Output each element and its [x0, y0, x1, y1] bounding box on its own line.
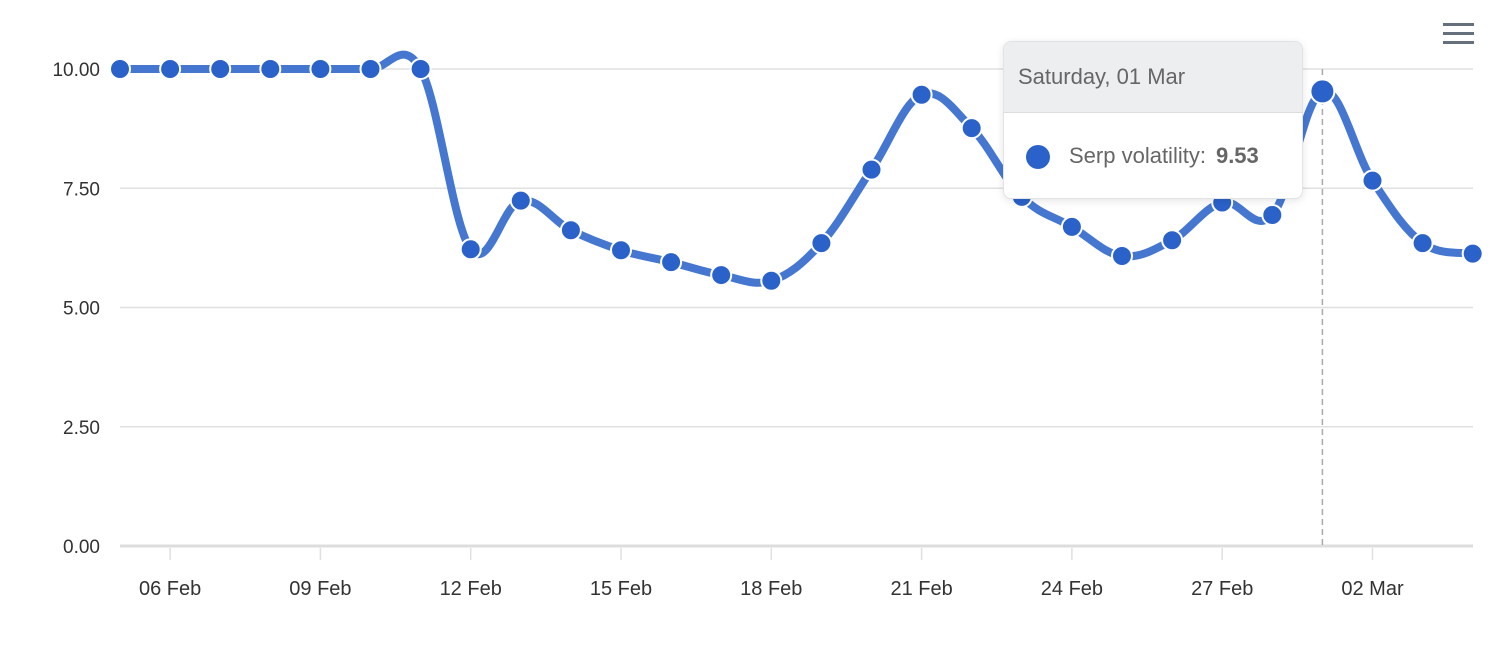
- data-point[interactable]: [1060, 215, 1083, 238]
- data-point[interactable]: [710, 264, 733, 287]
- tooltip-series-label: Serp volatility:: [1069, 143, 1206, 168]
- tooltip-series: Serp volatility: 9.53: [1069, 143, 1259, 169]
- data-point[interactable]: [259, 58, 282, 80]
- data-point[interactable]: [610, 239, 632, 262]
- tooltip: Saturday, 01 Mar Serp volatility: 9.53: [1003, 41, 1303, 199]
- tooltip-value: 9.53: [1215, 143, 1259, 168]
- data-point[interactable]: [1461, 242, 1484, 265]
- y-tick-label: 2.50: [63, 418, 100, 439]
- x-tick-label: 15 Feb: [590, 578, 652, 600]
- x-tick-label: 09 Feb: [289, 578, 351, 600]
- y-tick-label: 0.00: [63, 537, 100, 558]
- x-tick-label: 18 Feb: [740, 578, 802, 600]
- data-point[interactable]: [459, 238, 482, 261]
- data-point[interactable]: [760, 269, 783, 292]
- data-point[interactable]: [660, 251, 683, 274]
- data-point[interactable]: [559, 219, 582, 242]
- x-axis: 06 Feb 09 Feb 12 Feb 15 Feb 18 Feb 21 Feb 24 F…: [139, 548, 1404, 600]
- hamburger-menu-icon-bar: [1443, 32, 1474, 35]
- x-tick-label: 21 Feb: [890, 578, 952, 600]
- y-tick-label: 10.00: [52, 60, 100, 81]
- tooltip-date: Saturday, 01 Mar: [1004, 42, 1302, 113]
- data-point[interactable]: [1411, 232, 1434, 255]
- x-tick-label: 24 Feb: [1041, 578, 1103, 600]
- data-points: [109, 58, 1484, 292]
- data-point[interactable]: [860, 158, 883, 181]
- y-axis: 0.00 2.50 5.00 7.50 10.00: [52, 60, 100, 558]
- x-tick-label: 02 Mar: [1341, 578, 1404, 600]
- data-point[interactable]: [1261, 203, 1284, 226]
- data-point[interactable]: [309, 58, 332, 80]
- data-point[interactable]: [509, 189, 532, 212]
- data-point[interactable]: [960, 117, 983, 140]
- y-tick-label: 5.00: [63, 299, 100, 320]
- data-point[interactable]: [1161, 229, 1184, 252]
- data-point[interactable]: [1309, 78, 1336, 105]
- data-point[interactable]: [209, 58, 232, 80]
- data-point[interactable]: [409, 58, 432, 80]
- data-point[interactable]: [810, 232, 833, 255]
- x-tick-label: 27 Feb: [1191, 578, 1253, 600]
- data-point[interactable]: [1361, 169, 1384, 192]
- chart-menu-button[interactable]: [1438, 20, 1478, 50]
- tooltip-body: Serp volatility: 9.53: [1004, 113, 1302, 198]
- data-point[interactable]: [1111, 244, 1133, 267]
- data-point[interactable]: [159, 58, 182, 80]
- x-tick-label: 06 Feb: [139, 578, 201, 600]
- x-tick-label: 12 Feb: [440, 578, 502, 600]
- hamburger-menu-icon: [1443, 23, 1474, 26]
- series-marker-icon: [1026, 145, 1050, 169]
- data-point[interactable]: [910, 83, 933, 106]
- hamburger-menu-icon-bar: [1443, 41, 1474, 44]
- data-point[interactable]: [359, 58, 382, 80]
- data-point[interactable]: [109, 58, 131, 80]
- y-tick-label: 7.50: [63, 179, 100, 200]
